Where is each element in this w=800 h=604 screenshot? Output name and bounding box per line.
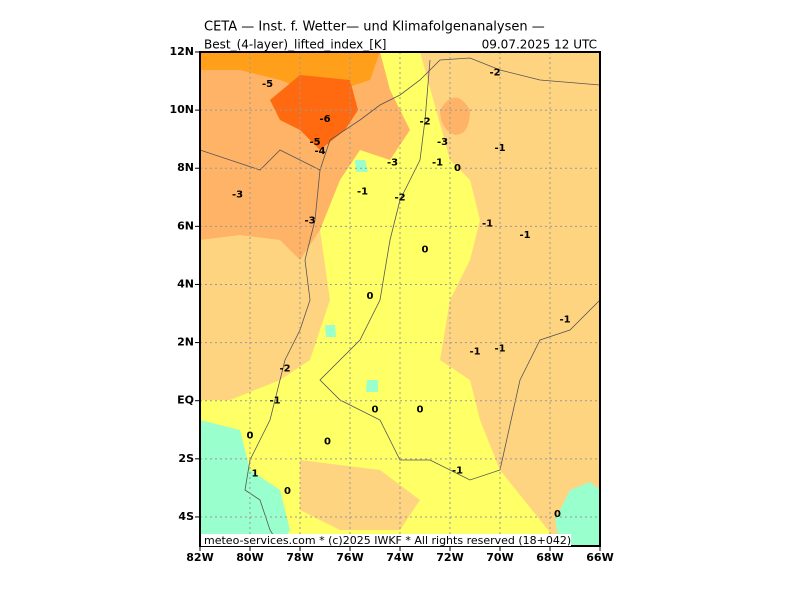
contour-label: -3 [387, 157, 398, 168]
contour-label: -3 [437, 137, 448, 148]
field-shading [200, 52, 600, 546]
contour-label: -1 [494, 143, 505, 154]
coastlines [199, 57, 601, 547]
x-tick-label: 66W [586, 551, 613, 564]
contour-label: -1 [452, 465, 463, 476]
contour-label: 0 [417, 404, 424, 415]
contour-label: -5 [309, 137, 320, 148]
contour-label: -1 [357, 186, 368, 197]
contour-label: -1 [482, 218, 493, 229]
contour-label: -2 [489, 67, 500, 78]
x-tick-label: 76W [336, 551, 363, 564]
contour-label: 0 [454, 163, 461, 174]
x-tick-label: 80W [236, 551, 263, 564]
y-tick-label: 8N [177, 161, 194, 174]
footer: meteo-services.com * (c)2025 IWKF * All … [204, 534, 571, 547]
y-tick-label: 4N [177, 277, 194, 290]
title: CETA — Inst. f. Wetter— und Klimafolgena… [204, 20, 545, 35]
y-tick-label: 2S [178, 452, 194, 465]
contour-label: -1 [432, 157, 443, 168]
valid-time: 09.07.2025 12 UTC [482, 38, 597, 52]
contour-label: -2 [419, 117, 430, 128]
contour-label: -1 [269, 396, 280, 407]
y-tick-label: 10N [169, 103, 194, 116]
y-tick-label: 6N [177, 219, 194, 232]
contour-label: -4 [314, 146, 325, 157]
contour-label: 0 [284, 486, 291, 497]
x-tick-label: 72W [436, 551, 463, 564]
contour-label: -3 [304, 216, 315, 227]
field-name: Best_(4-layer)_lifted_index_[K] [204, 38, 386, 52]
contour-label: 0 [372, 404, 379, 415]
contour-label: -1 [494, 343, 505, 354]
x-tick-label: 78W [286, 551, 313, 564]
contour-label: 0 [247, 431, 254, 442]
y-tick-label: 2N [177, 336, 194, 349]
footer-box [201, 534, 571, 546]
contour-label: 0 [422, 245, 429, 256]
contour-label: -2 [279, 364, 290, 375]
contour-label: -1 [469, 346, 480, 357]
contour-label: -1 [519, 230, 530, 241]
x-tick-label: 70W [486, 551, 513, 564]
x-tick-label: 68W [536, 551, 563, 564]
contour-label-layer: -5-6-5-4-3-3-3-1-2-2-2-3-10-1-1-100-1-1-… [232, 67, 571, 520]
contour-label: 0 [324, 436, 331, 447]
contour-label: -2 [394, 192, 405, 203]
contour-label: -6 [319, 114, 330, 125]
y-tick-label: EQ [177, 394, 194, 407]
x-tick-label: 74W [386, 551, 413, 564]
contour-label: 1 [252, 468, 259, 479]
y-tick-label: 12N [169, 45, 194, 58]
contour-label: 0 [367, 291, 374, 302]
contour-label: -3 [232, 189, 243, 200]
y-tick-label: 4S [178, 510, 194, 523]
contour-label: 0 [554, 509, 561, 520]
x-tick-label: 82W [186, 551, 213, 564]
contour-label: -1 [559, 314, 570, 325]
contour-label: -5 [262, 79, 273, 90]
